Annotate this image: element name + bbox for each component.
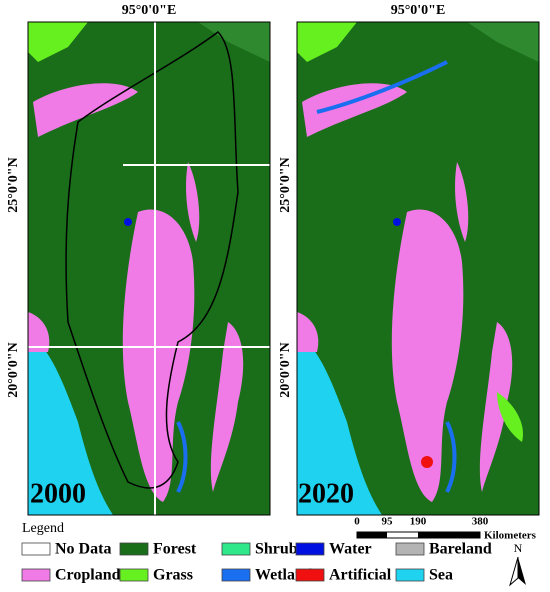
legend-label: Artificial [329,567,392,584]
scale-tick-label: 380 [472,516,489,528]
legend-label: Sea [429,567,453,584]
frame [296,21,540,516]
year-label: 2020 [298,478,354,509]
latitude-label: 25°0'0"N [6,157,21,212]
legend-swatch [395,568,425,582]
scale-bar [357,532,387,538]
legend-swatch [21,542,51,556]
legend-swatch [395,542,425,556]
legend-swatch [221,542,251,556]
longitude-label: 95°0'0"E [391,3,446,18]
north-arrow [518,557,526,585]
latitude-label: 25°0'0"N [278,157,293,212]
latitude-label: 20°0'0"N [278,342,293,397]
legend-swatch [119,542,149,556]
scale-tick-label: 190 [410,516,427,528]
north-label: N [514,541,523,555]
scale-tick-label: 0 [354,516,360,528]
longitude-label: 95°0'0"E [122,3,177,18]
map-2020 [297,22,539,515]
legend-label: Forest [153,541,197,558]
legend-label: Shrub [255,541,298,558]
north-arrow [509,556,519,587]
frame [27,21,271,516]
scale-bar [418,532,480,538]
legend-swatch [295,542,325,556]
legend-swatch [119,568,149,582]
year-label: 2000 [30,478,86,509]
legend-label: Grass [153,567,193,584]
scale-unit: Kilometers [484,530,537,542]
legend-swatch [295,568,325,582]
legend-swatch [221,568,251,582]
legend-label: No Data [55,541,111,558]
legend-label: Cropland [55,567,121,584]
latitude-label: 20°0'0"N [6,342,21,397]
legend-label: Water [329,541,372,558]
scale-tick-label: 95 [382,516,394,528]
legend-label: Bareland [429,541,492,558]
legend-swatch [21,568,51,582]
legend-title: Legend [22,521,64,536]
map-2000 [28,22,270,515]
